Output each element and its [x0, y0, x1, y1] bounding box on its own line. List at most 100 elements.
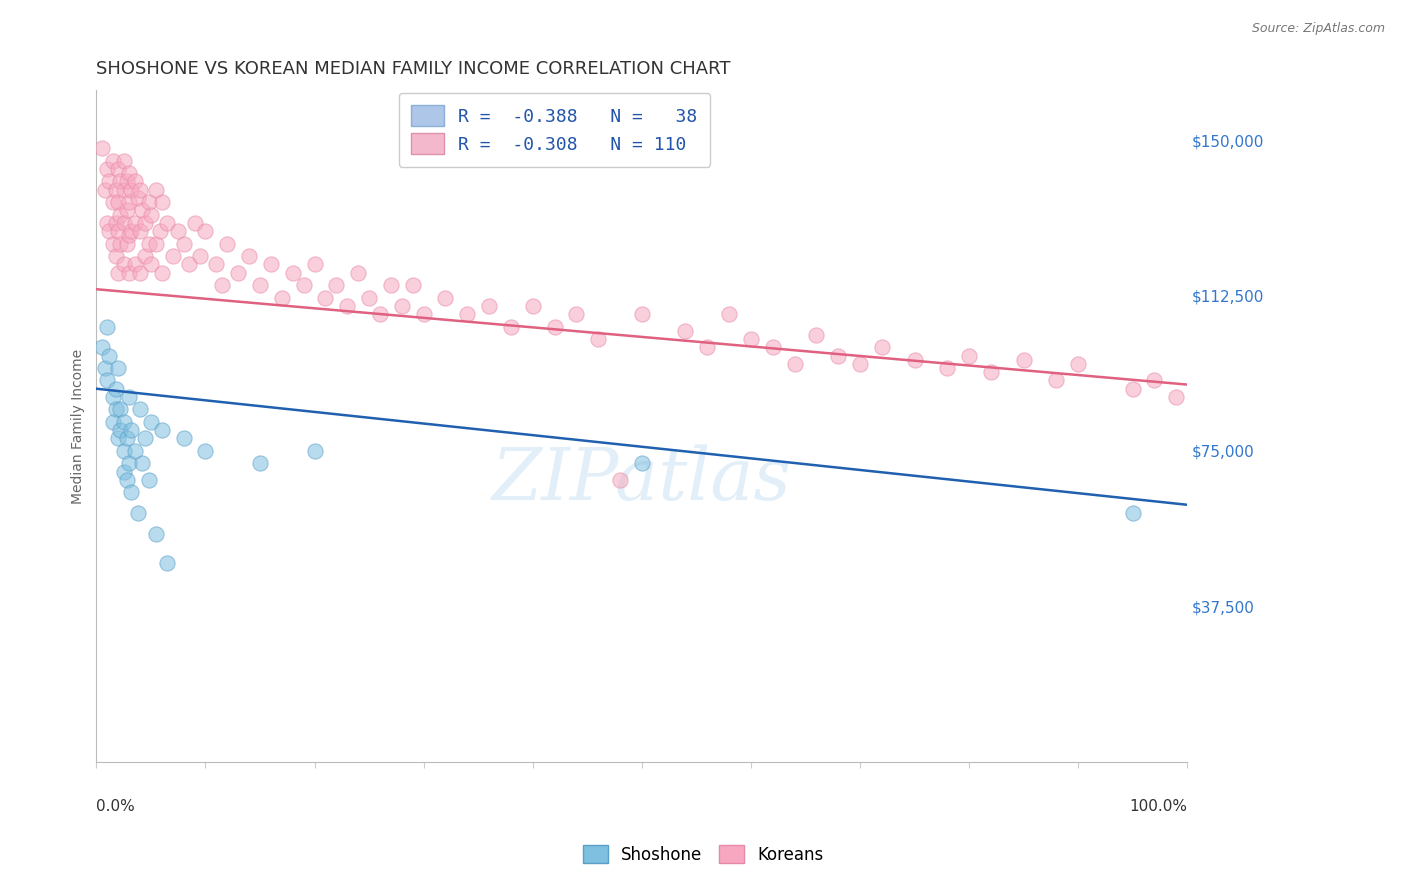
Point — [112, 183, 135, 197]
Point — [90, 141, 112, 155]
Point — [124, 216, 146, 230]
Point — [110, 208, 132, 222]
Point — [110, 174, 132, 188]
Point — [740, 332, 762, 346]
Point — [118, 228, 141, 243]
Point — [156, 556, 179, 570]
Point — [412, 307, 434, 321]
Point — [586, 332, 609, 346]
Point — [145, 236, 167, 251]
Legend: Shoshone, Koreans: Shoshone, Koreans — [576, 838, 830, 871]
Point — [304, 257, 326, 271]
Point — [249, 456, 271, 470]
Point — [98, 349, 121, 363]
Point — [115, 203, 138, 218]
Point — [124, 174, 146, 188]
Point — [115, 432, 138, 446]
Point — [238, 249, 260, 263]
Point — [762, 340, 785, 354]
Point — [112, 415, 135, 429]
Point — [120, 485, 142, 500]
Point — [402, 278, 425, 293]
Point — [150, 266, 173, 280]
Point — [205, 257, 228, 271]
Text: 0.0%: 0.0% — [97, 798, 135, 814]
Point — [980, 365, 1002, 379]
Point — [101, 195, 124, 210]
Point — [249, 278, 271, 293]
Point — [131, 203, 153, 218]
Y-axis label: Median Family Income: Median Family Income — [72, 349, 86, 504]
Point — [127, 506, 149, 520]
Point — [96, 319, 118, 334]
Point — [98, 224, 121, 238]
Point — [478, 299, 501, 313]
Point — [107, 224, 129, 238]
Point — [139, 415, 162, 429]
Point — [96, 161, 118, 176]
Point — [101, 153, 124, 168]
Point — [150, 423, 173, 437]
Point — [131, 456, 153, 470]
Point — [120, 423, 142, 437]
Point — [107, 195, 129, 210]
Text: ZIPatlas: ZIPatlas — [492, 444, 792, 515]
Point — [380, 278, 402, 293]
Point — [139, 257, 162, 271]
Point — [138, 236, 160, 251]
Point — [957, 349, 980, 363]
Point — [101, 390, 124, 404]
Point — [1122, 382, 1144, 396]
Point — [115, 236, 138, 251]
Point — [630, 456, 652, 470]
Point — [522, 299, 544, 313]
Point — [456, 307, 478, 321]
Point — [827, 349, 849, 363]
Point — [609, 473, 631, 487]
Point — [183, 216, 205, 230]
Point — [118, 166, 141, 180]
Point — [145, 183, 167, 197]
Point — [177, 257, 200, 271]
Point — [1012, 352, 1035, 367]
Point — [107, 161, 129, 176]
Point — [211, 278, 233, 293]
Point — [357, 291, 380, 305]
Legend: R =  -0.388   N =   38, R =  -0.308   N = 110: R = -0.388 N = 38, R = -0.308 N = 110 — [399, 93, 710, 167]
Point — [112, 153, 135, 168]
Point — [139, 208, 162, 222]
Point — [98, 174, 121, 188]
Point — [101, 415, 124, 429]
Point — [368, 307, 391, 321]
Point — [129, 183, 152, 197]
Point — [104, 249, 127, 263]
Point — [543, 319, 565, 334]
Point — [96, 216, 118, 230]
Point — [115, 174, 138, 188]
Point — [194, 224, 217, 238]
Point — [270, 291, 292, 305]
Point — [870, 340, 893, 354]
Point — [314, 291, 336, 305]
Point — [112, 257, 135, 271]
Point — [104, 183, 127, 197]
Point — [167, 224, 190, 238]
Point — [145, 526, 167, 541]
Point — [260, 257, 283, 271]
Point — [194, 443, 217, 458]
Point — [107, 432, 129, 446]
Point — [104, 402, 127, 417]
Point — [336, 299, 359, 313]
Point — [94, 361, 117, 376]
Point — [304, 443, 326, 458]
Point — [903, 352, 925, 367]
Text: 100.0%: 100.0% — [1129, 798, 1187, 814]
Point — [188, 249, 211, 263]
Point — [347, 266, 370, 280]
Point — [156, 216, 179, 230]
Point — [110, 236, 132, 251]
Point — [112, 465, 135, 479]
Point — [173, 236, 195, 251]
Point — [96, 373, 118, 387]
Point — [94, 183, 117, 197]
